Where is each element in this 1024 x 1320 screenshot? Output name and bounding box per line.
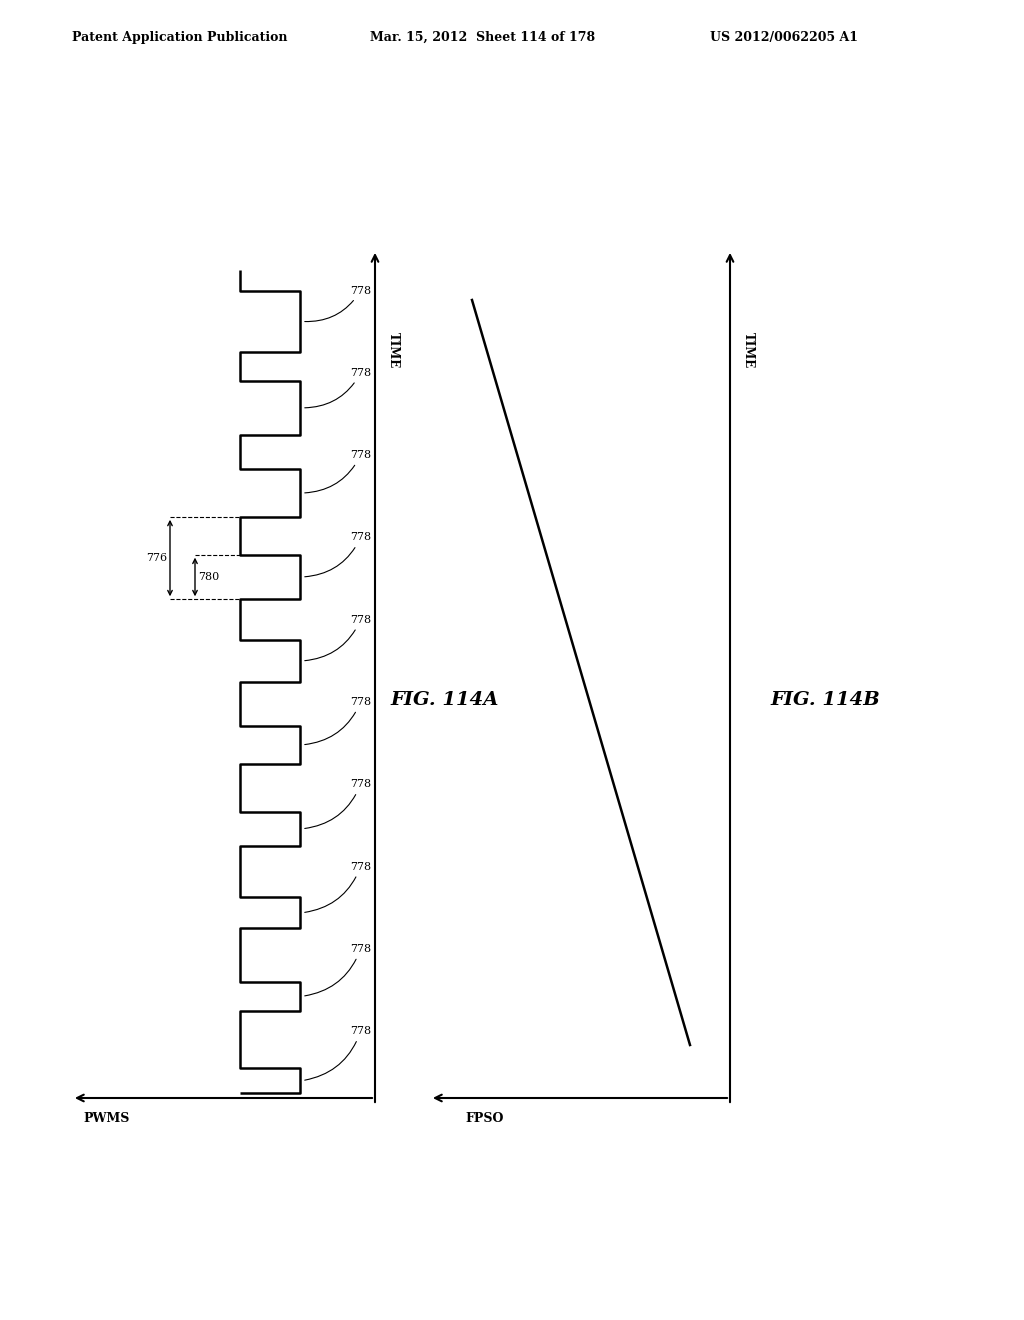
Text: 780: 780 bbox=[198, 572, 219, 582]
Text: Patent Application Publication: Patent Application Publication bbox=[72, 30, 288, 44]
Text: 778: 778 bbox=[305, 697, 371, 744]
Text: US 2012/0062205 A1: US 2012/0062205 A1 bbox=[710, 30, 858, 44]
Text: 778: 778 bbox=[305, 285, 371, 322]
Text: 778: 778 bbox=[305, 450, 371, 492]
Text: 778: 778 bbox=[305, 532, 371, 577]
Text: 776: 776 bbox=[145, 553, 167, 564]
Text: 778: 778 bbox=[305, 615, 371, 661]
Text: 778: 778 bbox=[305, 944, 371, 995]
Text: 778: 778 bbox=[305, 862, 371, 912]
Text: FIG. 114A: FIG. 114A bbox=[390, 690, 499, 709]
Text: TIME: TIME bbox=[742, 331, 755, 368]
Text: 778: 778 bbox=[305, 1026, 371, 1080]
Text: FPSO: FPSO bbox=[466, 1111, 504, 1125]
Text: 778: 778 bbox=[305, 779, 371, 829]
Text: Mar. 15, 2012  Sheet 114 of 178: Mar. 15, 2012 Sheet 114 of 178 bbox=[370, 30, 595, 44]
Text: TIME: TIME bbox=[387, 331, 400, 368]
Text: PWMS: PWMS bbox=[84, 1111, 130, 1125]
Text: FIG. 114B: FIG. 114B bbox=[770, 690, 880, 709]
Text: 778: 778 bbox=[305, 368, 371, 408]
